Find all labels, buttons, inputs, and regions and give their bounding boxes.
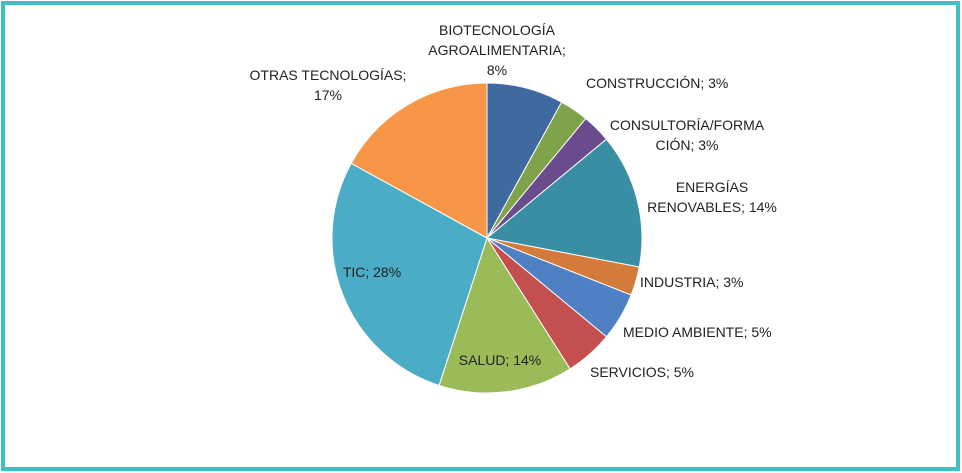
data-label: BIOTECNOLOGÍA AGROALIMENTARIA; 8% [428, 22, 565, 78]
pie-slice [438, 236, 571, 394]
pie [331, 82, 643, 394]
data-label: INDUSTRIA; 3% [640, 274, 743, 290]
data-label: CONSULTORÍA/FORMA CIÓN; 3% [610, 117, 765, 153]
data-label: CONSTRUCCIÓN; 3% [586, 75, 728, 91]
pie-slice [485, 138, 643, 268]
data-label: OTRAS TECNOLOGÍAS; 17% [250, 67, 407, 103]
pie-slice [350, 82, 488, 239]
data-label: SALUD; 14% [459, 352, 541, 368]
labels: BIOTECNOLOGÍA AGROALIMENTARIA; 8% CONSTRUCC… [250, 22, 777, 380]
data-label: ENERGÍAS RENOVABLES; 14% [647, 179, 777, 215]
data-label: TIC; 28% [343, 264, 401, 280]
data-label: MEDIO AMBIENTE; 5% [623, 324, 772, 340]
pie-slice [331, 162, 488, 387]
data-label: SERVICIOS; 5% [590, 364, 694, 380]
